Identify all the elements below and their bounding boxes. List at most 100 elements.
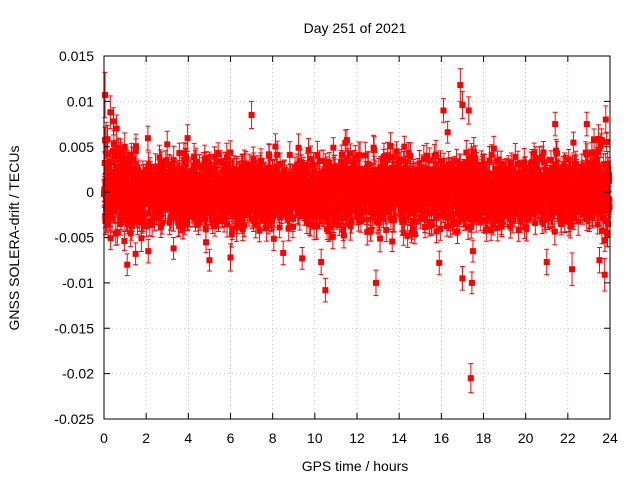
data-point: [107, 235, 114, 242]
data-point: [211, 172, 218, 179]
data-point: [103, 217, 110, 224]
data-point: [152, 163, 159, 170]
data-point: [122, 172, 129, 179]
data-point: [203, 239, 210, 246]
data-point: [197, 179, 204, 186]
data-point: [180, 165, 187, 172]
data-point: [208, 215, 215, 222]
data-point: [281, 170, 288, 177]
data-point: [250, 197, 257, 204]
data-point: [128, 157, 135, 164]
data-point: [162, 157, 169, 164]
data-point: [191, 153, 198, 160]
data-point: [115, 193, 122, 200]
data-point: [251, 169, 258, 176]
data-point: [122, 200, 129, 207]
data-point: [175, 219, 182, 226]
data-point: [278, 206, 285, 213]
data-point: [239, 226, 246, 233]
data-point: [159, 220, 166, 227]
data-point: [162, 206, 169, 213]
data-point: [230, 211, 237, 218]
data-point: [124, 221, 131, 228]
data-point: [219, 213, 226, 220]
data-point: [250, 160, 257, 167]
data-point: [230, 169, 237, 176]
data-point: [128, 151, 135, 158]
data-point: [233, 224, 240, 231]
data-point: [240, 170, 247, 177]
data-point: [254, 164, 261, 171]
data-point: [296, 173, 303, 180]
data-point: [149, 221, 156, 228]
data-point: [169, 203, 176, 210]
data-point: [161, 171, 168, 178]
data-point: [120, 204, 127, 211]
data-point: [108, 159, 115, 166]
data-point: [126, 186, 133, 193]
data-point: [257, 163, 264, 170]
data-point: [273, 163, 280, 170]
data-point: [105, 221, 112, 228]
data-point: [246, 169, 253, 176]
data-point: [271, 168, 278, 175]
data-point: [127, 230, 134, 237]
data-point: [310, 161, 317, 168]
data-point: [296, 213, 303, 220]
data-point: [290, 215, 297, 222]
data-point: [236, 214, 243, 221]
data-point: [111, 153, 118, 160]
data-point: [207, 164, 214, 171]
data-point: [109, 215, 116, 222]
data-point: [128, 223, 135, 230]
data-point: [129, 216, 136, 223]
data-point: [168, 195, 175, 202]
data-point: [109, 201, 116, 208]
data-point: [218, 159, 225, 166]
data-point: [287, 171, 294, 178]
data-point: [144, 135, 151, 142]
data-point: [285, 225, 292, 232]
data-point: [176, 150, 183, 157]
data-point: [121, 238, 128, 245]
data-point: [154, 207, 161, 214]
data-point: [119, 153, 126, 160]
data-point: [180, 150, 187, 157]
data-point: [185, 172, 192, 179]
data-point: [313, 173, 320, 180]
data-point: [313, 223, 320, 230]
data-point: [201, 155, 208, 162]
data-point: [135, 166, 142, 173]
data-point: [213, 158, 220, 165]
data-point: [166, 219, 173, 226]
data-point: [176, 222, 183, 229]
data-point: [234, 219, 241, 226]
data-point: [190, 165, 197, 172]
data-point: [295, 144, 302, 151]
data-point: [139, 217, 146, 224]
data-point: [305, 146, 312, 153]
data-point: [113, 148, 120, 155]
data-point: [190, 168, 197, 175]
data-point: [151, 215, 158, 222]
data-point: [121, 143, 128, 150]
data-point: [211, 221, 218, 228]
data-points: [101, 68, 613, 394]
data-point: [239, 163, 246, 170]
data-point: [211, 153, 218, 160]
data-point: [145, 162, 152, 169]
data-point: [138, 235, 145, 242]
data-point: [238, 190, 245, 197]
data-point: [160, 199, 167, 206]
data-point: [192, 215, 199, 222]
data-point: [265, 182, 272, 189]
data-point: [143, 223, 150, 230]
data-point: [314, 152, 321, 159]
data-point: [157, 224, 164, 231]
data-point: [104, 151, 111, 158]
data-point: [297, 159, 304, 166]
data-point: [202, 225, 209, 232]
data-point: [110, 141, 117, 148]
